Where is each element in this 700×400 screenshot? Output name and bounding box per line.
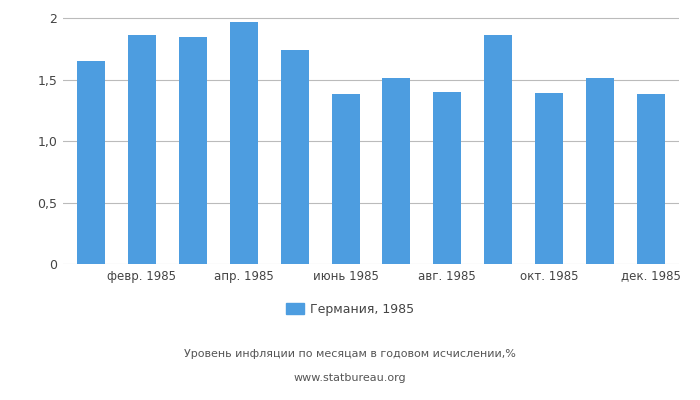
Bar bbox=[230, 22, 258, 264]
Bar bbox=[586, 78, 614, 264]
Text: www.statbureau.org: www.statbureau.org bbox=[294, 373, 406, 383]
Bar bbox=[332, 94, 360, 264]
Text: Уровень инфляции по месяцам в годовом исчислении,%: Уровень инфляции по месяцам в годовом ис… bbox=[184, 349, 516, 359]
Bar bbox=[281, 50, 309, 264]
Bar bbox=[484, 35, 512, 264]
Bar bbox=[536, 93, 564, 264]
Bar bbox=[128, 35, 156, 264]
Bar bbox=[77, 61, 105, 264]
Bar bbox=[382, 78, 410, 264]
Bar bbox=[433, 92, 461, 264]
Bar bbox=[637, 94, 665, 264]
Legend: Германия, 1985: Германия, 1985 bbox=[286, 303, 414, 316]
Bar bbox=[178, 36, 206, 264]
